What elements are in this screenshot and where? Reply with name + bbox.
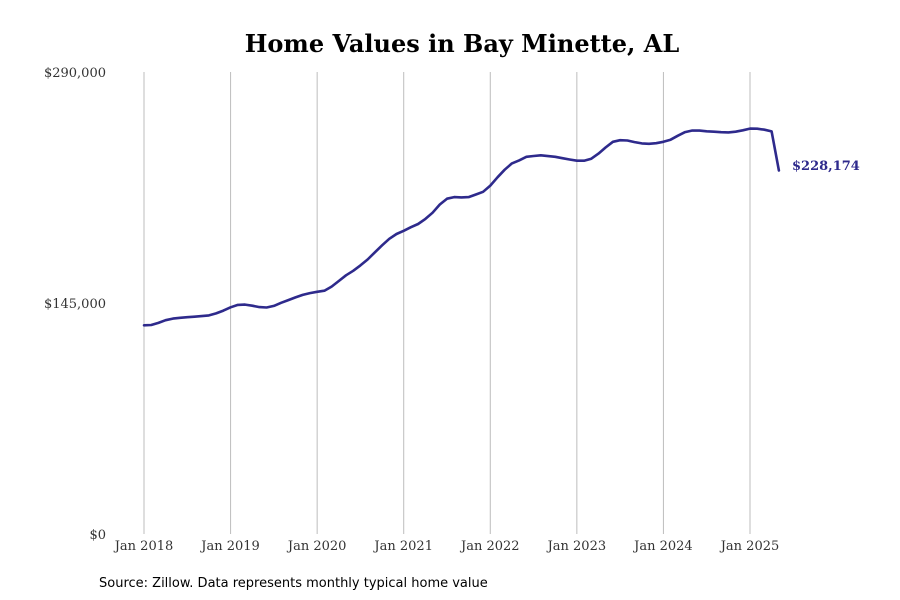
y-axis-ticks: $0 $145,000 $290,000 — [44, 66, 106, 543]
y-tick-label: $290,000 — [44, 66, 106, 81]
x-tick-label: Jan 2021 — [372, 539, 433, 554]
source-note: Source: Zillow. Data represents monthly … — [99, 576, 488, 591]
series-line-home-value — [142, 127, 781, 327]
x-tick-label: Jan 2022 — [459, 539, 520, 554]
end-value-label: $228,174 — [792, 159, 860, 174]
x-tick-label: Jan 2024 — [632, 539, 693, 554]
chart-title: Home Values in Bay Minette, AL — [245, 29, 680, 58]
grid — [143, 72, 751, 534]
x-tick-label: Jan 2025 — [719, 539, 780, 554]
y-tick-label: $0 — [89, 528, 106, 543]
x-tick-label: Jan 2023 — [546, 539, 607, 554]
x-tick-label: Jan 2019 — [199, 539, 260, 554]
x-tick-label: Jan 2020 — [286, 539, 347, 554]
x-axis-ticks: Jan 2018 Jan 2019 Jan 2020 Jan 2021 Jan 2022… — [113, 539, 780, 554]
x-tick-label: Jan 2018 — [113, 539, 174, 554]
y-tick-label: $145,000 — [44, 297, 106, 312]
